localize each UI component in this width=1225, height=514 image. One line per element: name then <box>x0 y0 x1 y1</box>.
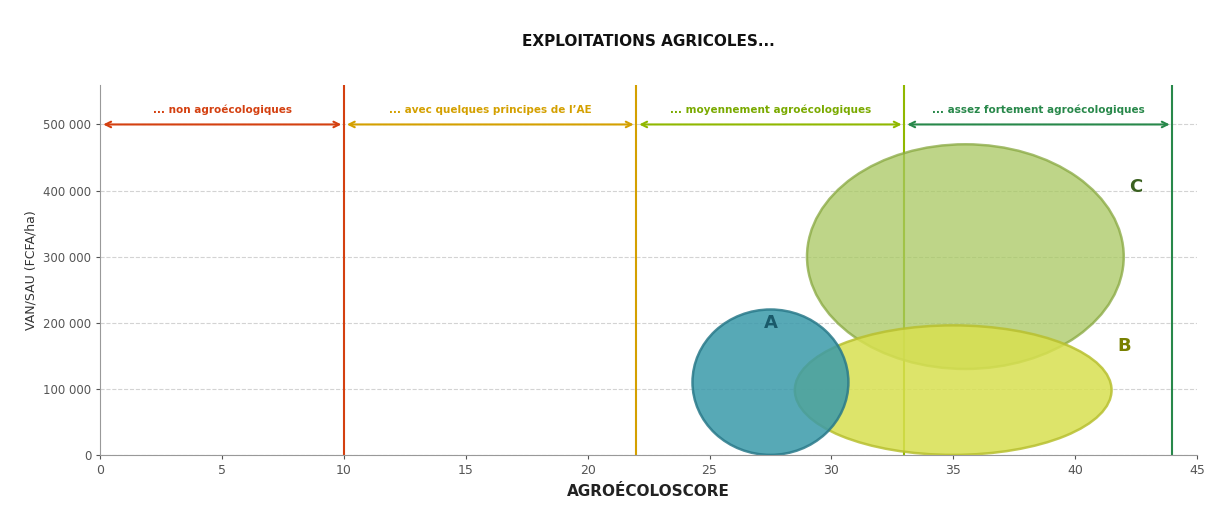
X-axis label: AGROÉCOLOSCORE: AGROÉCOLOSCORE <box>567 484 730 499</box>
Ellipse shape <box>795 325 1111 455</box>
Text: A: A <box>763 314 778 332</box>
Text: B: B <box>1117 337 1131 355</box>
Text: EXPLOITATIONS AGRICOLES...: EXPLOITATIONS AGRICOLES... <box>522 33 775 49</box>
Text: ... assez fortement agroécologiques: ... assez fortement agroécologiques <box>932 105 1145 115</box>
Text: ... non agroécologiques: ... non agroécologiques <box>153 105 292 115</box>
Ellipse shape <box>692 309 849 455</box>
Text: (AGROÉCOLOSCORE) ET LA VALEUR AJOUTÉE PAR UNITÉ DE SURFACE (VAN/SAU): (AGROÉCOLOSCORE) ET LA VALEUR AJOUTÉE PA… <box>211 57 1014 78</box>
Ellipse shape <box>807 144 1123 369</box>
Y-axis label: VAN/SAU (FCFA/ha): VAN/SAU (FCFA/ha) <box>24 210 38 329</box>
Text: MISE EN ÉVIDENCE DE TROIS ENSEMBLES D’EXPLOITATIONS SELON LE NIVEAU D’AGROÉCOLOG: MISE EN ÉVIDENCE DE TROIS ENSEMBLES D’EX… <box>94 23 1131 41</box>
Text: ... moyennement agroécologiques: ... moyennement agroécologiques <box>670 105 871 115</box>
Text: C: C <box>1129 178 1143 196</box>
Text: ... avec quelques principes de l’AE: ... avec quelques principes de l’AE <box>390 105 592 115</box>
